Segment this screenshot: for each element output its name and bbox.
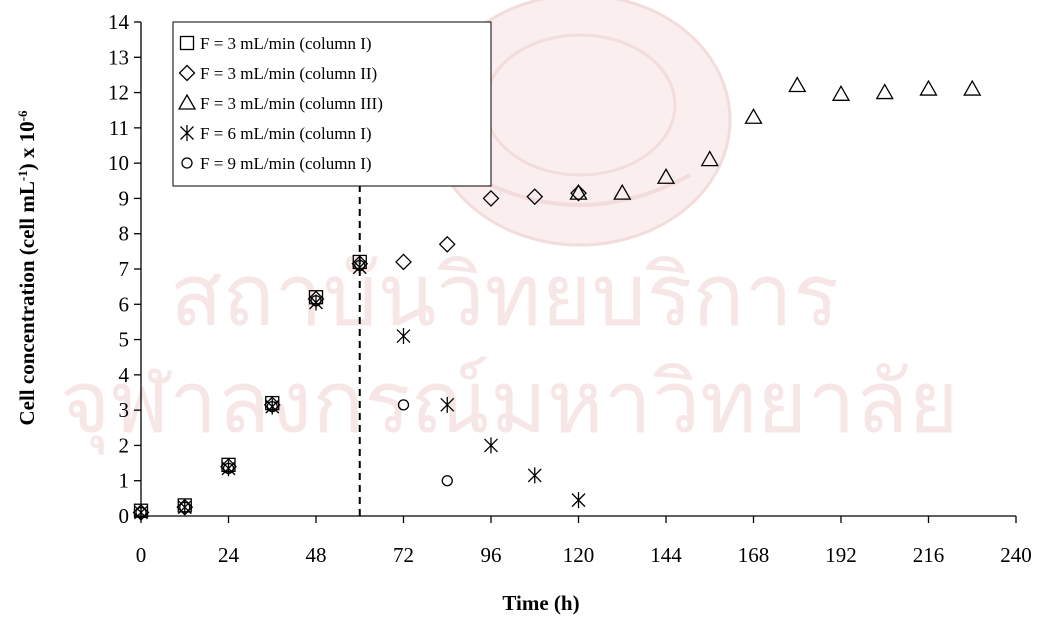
y-axis-title: Cell concentration (cell mL-1) x 10-6 [15,110,40,426]
y-axis-title-sup2: -6 [15,110,30,121]
data-point-diamond [438,235,456,253]
y-tick-label: 8 [119,222,130,246]
data-point-circle [222,462,235,475]
data-point-asterisk [484,437,498,454]
x-tick-label: 72 [393,543,414,567]
y-tick-label: 3 [119,398,130,422]
data-point-triangle [569,183,588,200]
y-tick-label: 7 [119,257,130,281]
data-point-diamond [526,188,544,206]
data-point-triangle [744,107,763,124]
data-point-diamond [395,253,412,271]
legend-items: F = 3 mL/min (column I) F = 3 mL/min (col… [177,34,383,173]
data-point-circle [354,259,366,272]
data-point-asterisk [527,467,542,484]
legend-marker-diamond [178,64,196,82]
legend: F = 3 mL/min (column I) F = 3 mL/min (col… [172,21,492,187]
y-tick-label: 0 [119,504,130,528]
data-point-triangle [831,85,851,101]
data-point-asterisk [396,328,411,345]
legend-label: F = 6 mL/min (column I) [200,124,372,143]
legend-label: F = 9 mL/min (column I) [200,154,372,173]
x-tick-label: 168 [738,543,770,567]
data-point-circle [397,399,410,411]
x-axis-title: Time (h) [502,591,579,615]
data-point-triangle [700,150,719,167]
data-point-asterisk [571,492,586,509]
y-tick-label: 10 [108,151,129,175]
x-tick-label: 48 [306,543,327,567]
y-tick-label: 4 [119,363,130,387]
watermark-text-line2: จุฬาลงกรณ์มหาวิทยาลัย [60,353,959,455]
data-points [132,76,982,521]
legend-label: F = 3 mL/min (column III) [200,94,383,113]
y-tick-label: 6 [119,292,130,316]
y-tick-label: 13 [108,45,129,69]
x-tick-label: 96 [481,543,502,567]
data-point-triangle [963,79,982,96]
x-tick-label: 240 [1000,543,1032,567]
legend-marker-triangle [177,93,197,110]
y-tick-label: 2 [119,433,130,457]
legend-label: F = 3 mL/min (column II) [200,64,377,83]
legend-box [172,21,492,187]
y-tick-label: 5 [119,328,130,352]
y-tick-label: 1 [119,469,130,493]
data-point-circle [441,475,453,487]
data-point-triangle [656,167,676,184]
x-axis-ticks: 0 24 48 72 96 120 144 168 192 216 240 [136,516,1032,567]
data-point-triangle [613,183,632,200]
y-tick-label: 14 [108,10,130,34]
watermark-text-line1: สถาบันวิทยบริการ [170,246,839,346]
data-point-asterisk [440,396,455,413]
x-tick-label: 120 [563,543,595,567]
data-point-diamond [570,184,587,202]
watermark: สถาบันวิทยบริการ จุฬาลงกรณ์มหาวิทยาลัย [60,0,959,455]
data-point-triangle [788,76,807,93]
data-point-triangle [875,83,894,100]
data-point-circle [310,295,322,307]
y-tick-label: 11 [109,116,129,140]
x-tick-label: 0 [136,543,147,567]
x-tick-label: 216 [913,543,945,567]
data-point-triangle [919,79,938,96]
legend-marker-asterisk [180,125,194,141]
x-tick-label: 144 [650,543,682,567]
series-triangle [569,76,982,200]
legend-marker-square [179,35,195,51]
y-tick-label: 12 [108,81,129,105]
data-point-circle [266,400,278,413]
watermark-seal-icon [428,0,732,247]
x-tick-label: 192 [825,543,857,567]
x-tick-label: 24 [218,543,240,567]
data-point-circle [179,501,191,513]
y-axis-title-sup1: -1 [15,170,30,181]
series-circle [135,259,453,519]
legend-marker-circle [181,157,193,169]
legend-label: F = 3 mL/min (column I) [200,34,372,53]
y-tick-label: 9 [119,186,130,210]
data-point-diamond [482,190,500,207]
data-point-circle [135,506,147,519]
y-axis-title-mid: ) x 10 [15,121,39,170]
y-axis-title-main: Cell concentration (cell mL [15,181,39,425]
